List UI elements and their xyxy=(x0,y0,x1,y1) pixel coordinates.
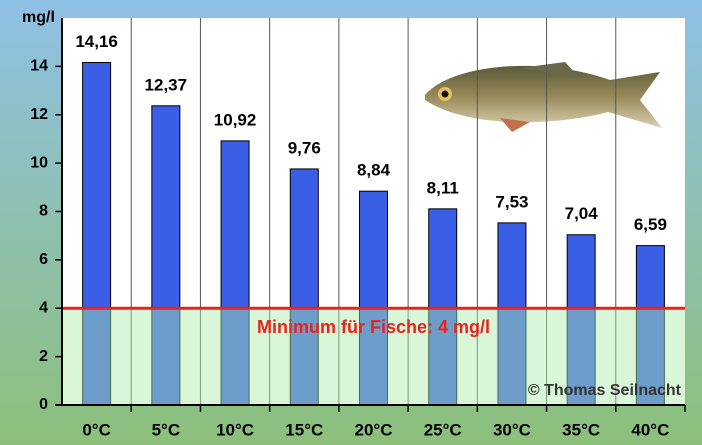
y-tick-label: 0 xyxy=(39,396,48,413)
y-axis-label: mg/l xyxy=(22,9,55,26)
value-label: 10,92 xyxy=(214,110,257,129)
value-label: 8,84 xyxy=(357,161,391,180)
threshold-label: Minimum für Fische: 4 mg/l xyxy=(257,317,490,337)
value-label: 14,16 xyxy=(75,32,118,51)
y-tick-label: 8 xyxy=(39,203,48,220)
value-label: 7,04 xyxy=(565,204,599,223)
y-tick-label: 6 xyxy=(39,251,48,268)
bar xyxy=(635,245,665,406)
y-tick-label: 12 xyxy=(30,106,48,123)
value-label: 9,76 xyxy=(288,138,321,157)
x-tick-label: 35°C xyxy=(562,420,600,439)
value-label: 8,11 xyxy=(427,178,459,197)
y-tick-label: 4 xyxy=(39,299,48,316)
x-tick-label: 30°C xyxy=(493,420,531,439)
bar xyxy=(82,62,112,406)
x-tick-label: 25°C xyxy=(424,420,462,439)
y-tick-label: 2 xyxy=(39,348,48,365)
x-tick-label: 15°C xyxy=(285,420,323,439)
x-tick-label: 10°C xyxy=(216,420,254,439)
x-tick-label: 20°C xyxy=(355,420,393,439)
x-tick-label: 0°C xyxy=(82,420,111,439)
x-tick-label: 40°C xyxy=(631,420,669,439)
bar xyxy=(359,190,388,406)
value-label: 12,37 xyxy=(145,75,188,94)
bar xyxy=(151,105,181,406)
bar xyxy=(566,234,596,406)
y-tick-label: 14 xyxy=(30,58,48,75)
bar xyxy=(497,222,527,406)
value-label: 6,59 xyxy=(634,215,667,234)
value-label: 7,53 xyxy=(495,192,528,211)
credit: © Thomas Seilnacht xyxy=(528,382,682,399)
fish-image xyxy=(425,62,662,132)
safe-zone xyxy=(62,308,685,405)
y-tick-label: 10 xyxy=(30,154,48,171)
x-tick-label: 5°C xyxy=(152,420,181,439)
